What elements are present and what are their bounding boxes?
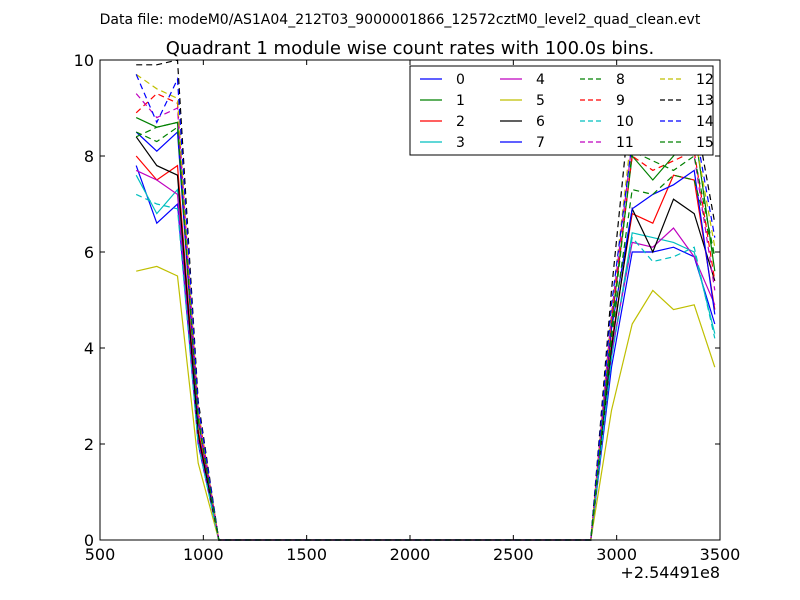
x-offset-label: +2.54491e8	[620, 563, 720, 582]
legend-label-13: 13	[696, 93, 714, 109]
x-tick-label: 1000	[183, 545, 224, 564]
legend-label-6: 6	[536, 114, 545, 130]
chart-title: Quadrant 1 module wise count rates with …	[166, 38, 655, 59]
legend-label-11: 11	[616, 135, 634, 151]
x-tick-label: 1500	[286, 545, 327, 564]
series-line-2	[135, 155, 716, 541]
legend-label-8: 8	[616, 72, 625, 88]
x-tick-label: 500	[85, 545, 116, 564]
x-tick-label: 3500	[700, 545, 741, 564]
legend-label-4: 4	[536, 72, 545, 88]
legend-label-10: 10	[616, 114, 634, 130]
y-tick-label: 2	[84, 435, 94, 454]
plot-lines	[135, 59, 716, 541]
legend-frame	[409, 65, 714, 156]
legend-label-7: 7	[536, 135, 545, 151]
data-file-label: Data file: modeM0/AS1A04_212T03_90000018…	[100, 12, 701, 28]
legend-label-1: 1	[456, 93, 465, 109]
series-line-4	[135, 169, 716, 541]
series-line-5	[136, 265, 716, 541]
x-tick-label: 3000	[596, 545, 637, 564]
y-tick-label: 6	[84, 243, 94, 262]
x-tick-label: 2500	[493, 545, 534, 564]
legend-label-9: 9	[616, 93, 625, 109]
legend-label-5: 5	[536, 93, 545, 109]
series-line-15	[135, 126, 716, 541]
legend-label-3: 3	[456, 135, 465, 151]
y-tick-label: 4	[84, 339, 94, 358]
legend-label-14: 14	[696, 114, 714, 130]
y-tick-label: 10	[74, 51, 94, 70]
series-line-10	[135, 193, 716, 541]
legend-label-0: 0	[456, 72, 465, 88]
series-line-8	[135, 121, 716, 541]
series-line-11	[135, 93, 716, 541]
y-tick-label: 8	[84, 147, 94, 166]
legend-label-12: 12	[696, 72, 714, 88]
x-tick-label: 2000	[390, 545, 431, 564]
legend-label-15: 15	[696, 135, 714, 151]
y-tick-label: 0	[84, 531, 94, 550]
series-line-6	[135, 136, 716, 541]
legend-label-2: 2	[456, 114, 465, 130]
series-line-0	[135, 165, 716, 541]
